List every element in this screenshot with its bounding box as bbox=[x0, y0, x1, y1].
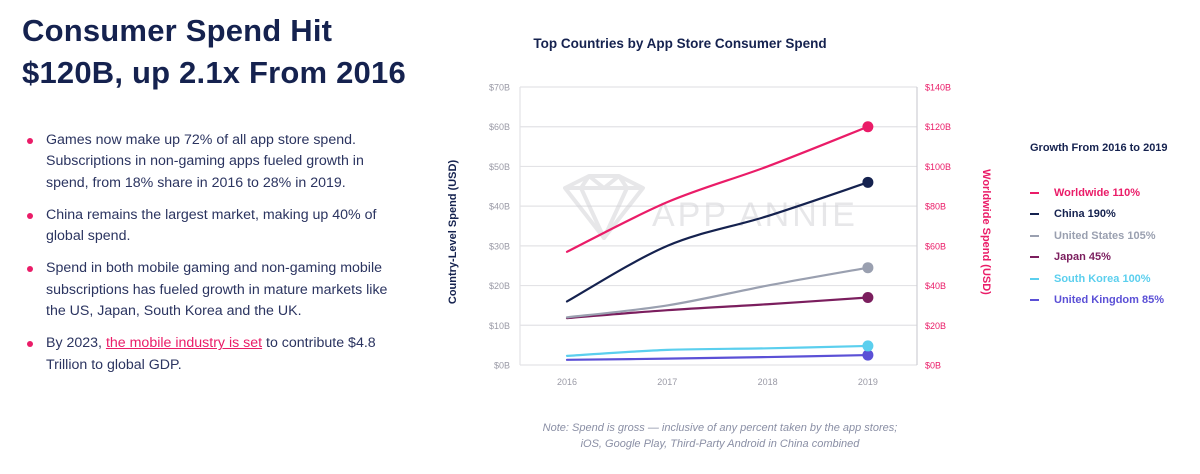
legend-label: South Korea 100% bbox=[1054, 272, 1151, 285]
gridlines bbox=[519, 86, 918, 366]
left-axis-title: Country-Level Spend (USD) bbox=[447, 160, 459, 305]
legend-swatch-icon bbox=[1030, 277, 1039, 280]
series-line-united-kingdom bbox=[565, 353, 869, 361]
series-line-worldwide bbox=[565, 125, 869, 253]
bullet-dot-icon bbox=[27, 266, 33, 273]
right-tick-label: $20B bbox=[925, 321, 946, 331]
right-tick-label: $60B bbox=[925, 241, 946, 251]
bullet-text: Games now make up 72% of all app store s… bbox=[46, 132, 364, 191]
series-line-japan bbox=[565, 296, 869, 320]
bullet-text: China remains the largest market, making… bbox=[46, 206, 377, 245]
headline: Consumer Spend Hit $120B, up 2.1x From 2… bbox=[22, 10, 462, 94]
headline-line-1: Consumer Spend Hit bbox=[22, 13, 333, 48]
bullet-item: China remains the largest market, making… bbox=[22, 205, 402, 248]
left-tick-label: $40B bbox=[489, 202, 510, 212]
legend-item-south-korea: South Korea 100% bbox=[1030, 268, 1200, 290]
series-endpoint-south-korea bbox=[862, 340, 874, 352]
series-endpoint-worldwide bbox=[862, 121, 874, 133]
x-tick-label: 2018 bbox=[758, 377, 778, 387]
series-line-south-korea bbox=[565, 344, 869, 357]
legend-label: Japan 45% bbox=[1054, 251, 1111, 264]
legend-item-china: China 190% bbox=[1030, 204, 1200, 226]
legend-swatch-icon bbox=[1030, 299, 1039, 302]
legend-swatch-icon bbox=[1030, 191, 1039, 194]
right-tick-label: $0B bbox=[925, 361, 941, 371]
bullet-item: Games now make up 72% of all app store s… bbox=[22, 130, 402, 194]
right-tick-label: $80B bbox=[925, 202, 946, 212]
bullet-item: By 2023, the mobile industry is set to c… bbox=[22, 333, 402, 376]
series-line-china bbox=[565, 181, 869, 303]
left-tick-label: $70B bbox=[489, 83, 510, 93]
bullet-dot-icon bbox=[27, 138, 33, 144]
left-axis-labels: $0B $10B $20B $30B $40B $50B $60B $70B bbox=[489, 83, 510, 371]
chart-note: Note: Spend is gross — inclusive of any … bbox=[470, 420, 970, 452]
bullet-list: Games now make up 72% of all app store s… bbox=[22, 130, 402, 387]
chart-title: Top Countries by App Store Consumer Spen… bbox=[533, 36, 827, 51]
legend: Growth From 2016 to 2019 Worldwide 110% C… bbox=[1030, 142, 1200, 311]
left-tick-label: $50B bbox=[489, 162, 510, 172]
right-tick-label: $120B bbox=[925, 122, 951, 132]
series-endpoint-japan bbox=[862, 291, 874, 303]
legend-label: United Kingdom 85% bbox=[1054, 294, 1165, 307]
left-tick-label: $30B bbox=[489, 241, 510, 251]
series-line-united-states bbox=[565, 266, 869, 319]
right-axis-title: Worldwide Spend (USD) bbox=[980, 169, 992, 295]
right-tick-label: $40B bbox=[925, 281, 946, 291]
x-axis-labels: 2016 2017 2018 2019 bbox=[557, 377, 878, 387]
watermark-text: APP ANNIE bbox=[652, 196, 858, 234]
series-endpoint-united-kingdom bbox=[862, 349, 874, 361]
left-tick-label: $10B bbox=[489, 321, 510, 331]
right-tick-label: $140B bbox=[925, 83, 951, 93]
x-tick-label: 2016 bbox=[557, 377, 577, 387]
bullet-text-suffix: to contribute $4.8 Trillion to global GD… bbox=[46, 335, 376, 373]
right-tick-label: $100B bbox=[925, 162, 951, 172]
diamond-icon bbox=[563, 174, 645, 240]
bullet-text: Spend in both mobile gaming and non-gami… bbox=[46, 260, 388, 320]
legend-label: China 190% bbox=[1054, 208, 1116, 221]
legend-item-united-kingdom: United Kingdom 85% bbox=[1030, 290, 1200, 312]
x-tick-label: 2019 bbox=[858, 377, 878, 387]
series-endpoint-china bbox=[862, 176, 874, 188]
legend-label: United States 105% bbox=[1054, 229, 1156, 242]
x-tick-label: 2017 bbox=[657, 377, 677, 387]
bullet-dot-icon bbox=[27, 341, 33, 348]
series-lines bbox=[565, 121, 874, 361]
legend-swatch-icon bbox=[1030, 256, 1039, 259]
headline-line-2: $120B, up 2.1x From 2016 bbox=[22, 55, 406, 90]
series-endpoint-united-states bbox=[862, 262, 874, 274]
line-chart: APP ANNIE $0B $10B $20B $30B $40B $50B $60B $70… bbox=[447, 83, 992, 388]
legend-item-worldwide: Worldwide 110% bbox=[1030, 182, 1200, 204]
bullet-text-prefix: By 2023, bbox=[46, 335, 106, 352]
left-tick-label: $60B bbox=[489, 122, 510, 132]
legend-item-japan: Japan 45% bbox=[1030, 247, 1200, 269]
left-tick-label: $20B bbox=[489, 281, 510, 291]
watermark: APP ANNIE bbox=[563, 174, 858, 240]
note-line-1: Note: Spend is gross — inclusive of any … bbox=[542, 422, 898, 434]
mobile-industry-link[interactable]: the mobile industry is set bbox=[105, 335, 263, 352]
legend-swatch-icon bbox=[1030, 213, 1039, 216]
bullet-dot-icon bbox=[27, 212, 33, 219]
legend-title: Growth From 2016 to 2019 bbox=[1030, 142, 1168, 154]
bullet-item: Spend in both mobile gaming and non-gami… bbox=[22, 258, 402, 322]
legend-item-united-states: United States 105% bbox=[1030, 225, 1200, 247]
right-axis-labels: $0B $20B $40B $60B $80B $100B $120B $140B bbox=[925, 83, 951, 371]
legend-swatch-icon bbox=[1030, 234, 1039, 237]
note-line-2: iOS, Google Play, Third-Party Android in… bbox=[580, 438, 860, 450]
legend-label: Worldwide 110% bbox=[1054, 186, 1140, 199]
left-tick-label: $0B bbox=[494, 361, 510, 371]
